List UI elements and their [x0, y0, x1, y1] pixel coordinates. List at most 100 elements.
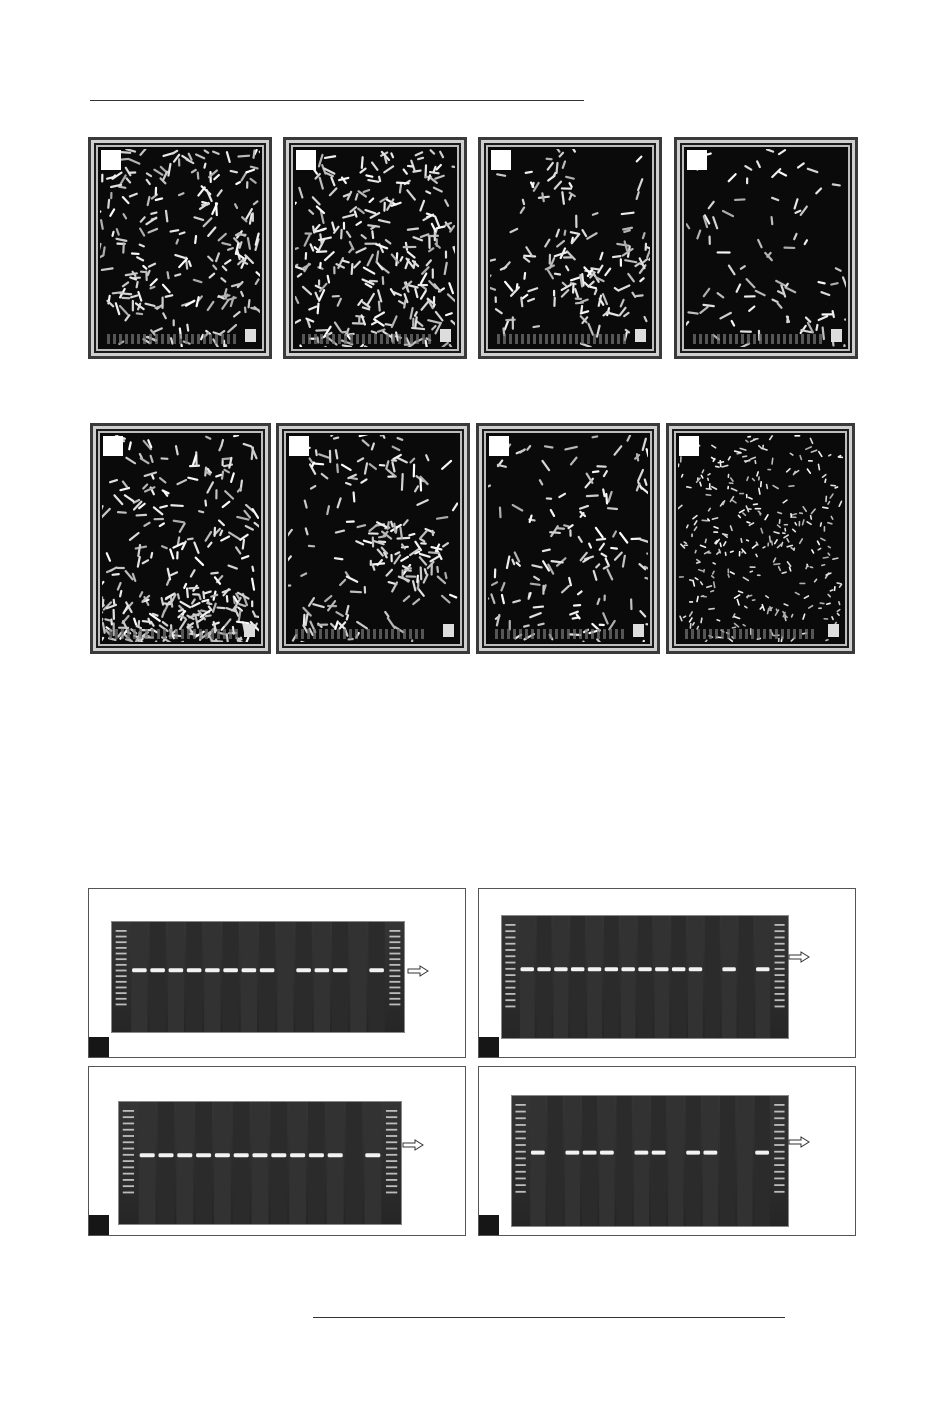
ladder-band: [505, 949, 516, 951]
bacterium-mark: [304, 527, 309, 536]
bacterium-mark: [314, 228, 325, 233]
gel-lane: [345, 1102, 363, 1224]
bacterium-mark: [784, 616, 787, 622]
bacterium-mark: [412, 236, 424, 242]
bacterium-mark: [421, 266, 430, 275]
bacterium-mark: [564, 445, 578, 451]
bacterium-mark: [621, 554, 626, 568]
bacterium-mark: [149, 278, 158, 287]
bacterium-mark: [335, 611, 344, 617]
bacterium-mark: [792, 470, 797, 476]
bacterium-mark: [180, 343, 183, 347]
bacterium-mark: [707, 507, 712, 512]
bacterium-mark: [587, 322, 595, 336]
bacterium-mark: [145, 172, 153, 178]
bacterium-mark: [356, 457, 365, 463]
bacterium-mark: [427, 174, 432, 181]
bacterium-mark: [323, 167, 336, 175]
bacterium-mark: [757, 238, 763, 249]
bacterium-mark: [361, 439, 370, 447]
bacterium-mark: [773, 562, 781, 566]
ladder-band: [515, 1124, 526, 1126]
bacterium-mark: [223, 288, 228, 297]
ladder-band: [774, 1150, 785, 1153]
bacterium-mark: [149, 454, 154, 463]
bacterium-mark: [569, 231, 580, 235]
bacterium-mark: [186, 622, 195, 629]
bacterium-mark: [576, 590, 583, 596]
bacterium-mark: [582, 557, 590, 563]
bacterium-mark: [306, 318, 311, 329]
bacterium-mark: [427, 551, 441, 555]
gel-panel-1: [88, 888, 466, 1058]
bacterium-mark: [308, 305, 318, 311]
bacterium-mark: [175, 238, 180, 245]
bacterium-mark: [341, 344, 353, 347]
bacterium-mark: [132, 500, 143, 511]
bacterium-mark: [770, 196, 780, 202]
bacterium-mark: [696, 229, 702, 240]
bacterium-mark: [583, 266, 594, 277]
bacterium-mark: [213, 576, 222, 585]
bacterium-mark: [499, 266, 508, 271]
bacterium-mark: [125, 456, 137, 465]
bacterium-mark: [722, 533, 729, 539]
ladder-band: [122, 1179, 135, 1181]
bacterium-mark: [314, 291, 320, 301]
ladder-band: [774, 924, 785, 926]
bacterium-mark: [817, 547, 822, 551]
panel-label-box: [687, 150, 707, 170]
bacterium-mark: [158, 477, 167, 484]
bacterium-mark: [691, 622, 695, 626]
bacterium-mark: [565, 265, 570, 272]
bacterium-mark: [356, 620, 369, 630]
ladder-band: [122, 1153, 135, 1156]
bacterium-mark: [159, 177, 167, 185]
bacterium-mark: [791, 512, 798, 516]
dna-band: [722, 967, 736, 972]
bacterium-mark: [102, 246, 106, 256]
bacterium-mark: [252, 149, 256, 159]
bacterium-mark: [364, 208, 377, 215]
bacterium-mark: [803, 595, 810, 599]
bacterium-mark: [232, 435, 240, 438]
bacterium-mark: [414, 151, 424, 157]
bacterium-mark: [191, 454, 198, 467]
bacterium-mark: [139, 637, 143, 642]
bacterium-mark: [419, 478, 423, 492]
bacterium-mark: [394, 551, 401, 556]
bacterium-mark: [105, 603, 118, 610]
bacterium-mark: [340, 463, 352, 472]
bacterium-mark: [295, 201, 297, 206]
bacterium-mark: [334, 449, 339, 460]
bacterium-mark: [563, 229, 567, 236]
bacterium-mark: [345, 614, 350, 621]
gel-lane: [685, 1096, 701, 1226]
bacterium-mark: [515, 561, 521, 567]
bacterium-mark: [117, 185, 127, 189]
bacterium-mark: [809, 437, 814, 445]
bacterium-mark: [391, 461, 396, 473]
bacterium-mark: [355, 220, 363, 226]
ladder-band: [505, 961, 516, 964]
bacterium-mark: [560, 289, 570, 298]
bacterium-mark: [646, 552, 648, 555]
bacterium-mark: [748, 305, 756, 312]
bacterium-mark: [204, 470, 212, 476]
bacterium-mark: [436, 575, 447, 585]
bacterium-mark: [727, 173, 737, 183]
bacterium-mark: [187, 260, 192, 268]
bacterium-mark: [588, 542, 593, 549]
bacterium-mark: [419, 475, 429, 486]
bacterium-mark: [393, 522, 397, 534]
bacterium-mark: [829, 589, 834, 592]
bacterium-mark: [426, 560, 435, 570]
bacterium-mark: [190, 168, 197, 174]
bacterium-mark: [358, 435, 369, 438]
bacterium-mark: [376, 521, 388, 528]
bacterium-mark: [762, 447, 768, 451]
bacterium-mark: [384, 238, 392, 245]
ladder-band: [774, 949, 785, 951]
bacterium-mark: [553, 180, 563, 190]
bacterium-mark: [419, 566, 423, 581]
